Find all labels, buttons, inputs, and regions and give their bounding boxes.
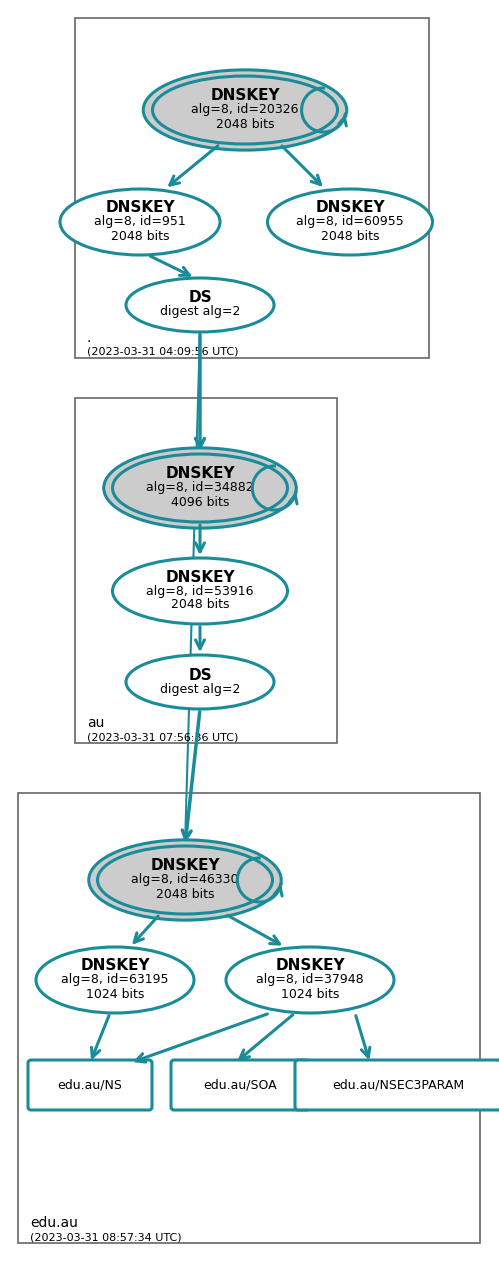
Text: (2023-03-31 08:57:34 UTC): (2023-03-31 08:57:34 UTC) [30, 1232, 182, 1242]
Text: alg=8, id=37948: alg=8, id=37948 [256, 974, 364, 987]
Text: alg=8, id=34882: alg=8, id=34882 [146, 482, 254, 495]
Text: 4096 bits: 4096 bits [171, 496, 229, 509]
Ellipse shape [226, 947, 394, 1013]
Text: edu.au/SOA: edu.au/SOA [203, 1079, 277, 1091]
Text: 2048 bits: 2048 bits [111, 230, 169, 243]
Text: 1024 bits: 1024 bits [281, 988, 339, 1001]
Text: (2023-03-31 07:56:36 UTC): (2023-03-31 07:56:36 UTC) [87, 732, 239, 743]
Text: .: . [87, 331, 91, 345]
Text: alg=8, id=60955: alg=8, id=60955 [296, 216, 404, 229]
Ellipse shape [89, 840, 281, 920]
Text: digest alg=2: digest alg=2 [160, 682, 240, 695]
Text: edu.au: edu.au [30, 1215, 78, 1229]
Text: DNSKEY: DNSKEY [105, 201, 175, 216]
Bar [18, 794, 480, 1243]
FancyBboxPatch shape [171, 1059, 309, 1111]
Text: edu.au/NSEC3PARAM: edu.au/NSEC3PARAM [332, 1079, 464, 1091]
Text: alg=8, id=63195: alg=8, id=63195 [61, 974, 169, 987]
Text: 1024 bits: 1024 bits [86, 988, 144, 1001]
Ellipse shape [153, 75, 337, 144]
Ellipse shape [143, 70, 347, 150]
Text: 2048 bits: 2048 bits [216, 118, 274, 130]
Ellipse shape [36, 947, 194, 1013]
FancyBboxPatch shape [28, 1059, 152, 1111]
Ellipse shape [126, 656, 274, 709]
Ellipse shape [60, 189, 220, 256]
FancyBboxPatch shape [295, 1059, 499, 1111]
Text: 2048 bits: 2048 bits [321, 230, 379, 243]
Text: DNSKEY: DNSKEY [210, 88, 280, 104]
Ellipse shape [112, 558, 287, 624]
Ellipse shape [267, 189, 433, 256]
Text: DNSKEY: DNSKEY [80, 958, 150, 974]
Text: DNSKEY: DNSKEY [165, 466, 235, 482]
Text: edu.au/NS: edu.au/NS [57, 1079, 122, 1091]
Text: DNSKEY: DNSKEY [150, 859, 220, 873]
Text: au: au [87, 716, 104, 730]
Ellipse shape [104, 447, 296, 528]
Ellipse shape [126, 279, 274, 332]
Text: alg=8, id=53916: alg=8, id=53916 [146, 584, 254, 598]
Bar [75, 397, 337, 743]
Text: DNSKEY: DNSKEY [315, 201, 385, 216]
Text: 2048 bits: 2048 bits [156, 887, 214, 901]
Ellipse shape [97, 846, 272, 914]
Text: digest alg=2: digest alg=2 [160, 305, 240, 318]
Text: DNSKEY: DNSKEY [275, 958, 345, 974]
Text: DNSKEY: DNSKEY [165, 570, 235, 584]
Ellipse shape [112, 454, 287, 521]
Text: DS: DS [188, 667, 212, 682]
Text: alg=8, id=46330: alg=8, id=46330 [131, 873, 239, 887]
Text: alg=8, id=20326: alg=8, id=20326 [191, 104, 299, 116]
Bar [75, 18, 429, 358]
Text: 2048 bits: 2048 bits [171, 598, 229, 611]
Text: (2023-03-31 04:09:56 UTC): (2023-03-31 04:09:56 UTC) [87, 348, 239, 357]
Text: alg=8, id=951: alg=8, id=951 [94, 216, 186, 229]
Text: DS: DS [188, 290, 212, 305]
